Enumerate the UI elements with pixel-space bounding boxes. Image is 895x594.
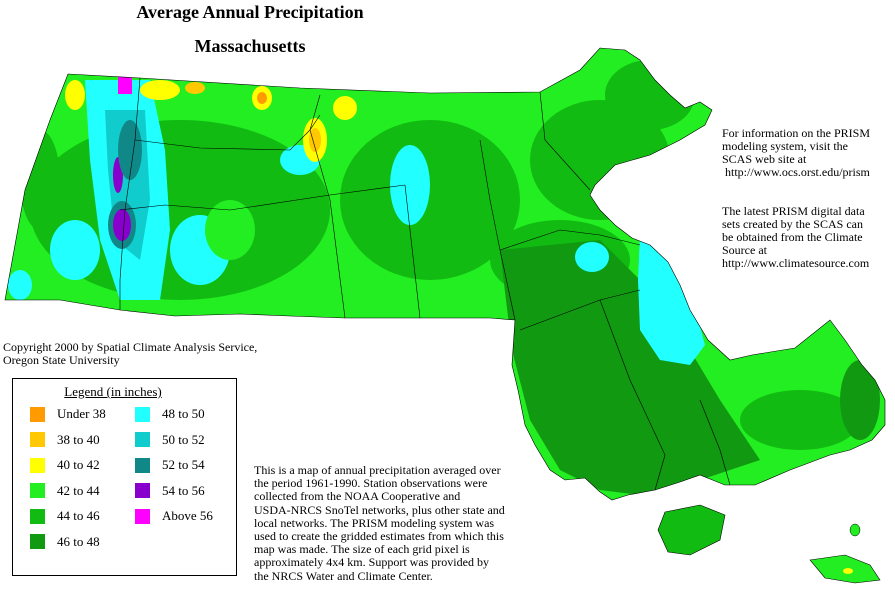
legend-swatch: [30, 432, 45, 447]
description: This is a map of annual precipitation av…: [254, 463, 544, 583]
legend-item: 50 to 52: [135, 432, 205, 448]
legend-swatch: [30, 508, 45, 524]
info-line: The latest PRISM digital data: [722, 204, 865, 218]
legend-label: Above 56: [162, 508, 213, 523]
legend-label: 48 to 50: [162, 406, 205, 421]
legend-item: 38 to 40: [30, 432, 100, 448]
legend-swatch: [135, 406, 150, 422]
info-link: http://www.ocs.orst.edu/prism: [722, 165, 870, 179]
legend-label: 52 to 54: [162, 457, 205, 472]
description-line: the period 1961-1990. Station observatio…: [254, 476, 488, 491]
info-line: For information on the PRISM: [722, 126, 871, 140]
info-prism: For information on the PRISM modeling sy…: [722, 127, 870, 179]
legend-label: 50 to 52: [162, 431, 205, 447]
description-line: the NRCS Water and Climate Center.: [254, 568, 433, 583]
description-line: approximately 4x4 km. Support was provid…: [254, 555, 489, 570]
legend-item: 40 to 42: [30, 457, 100, 473]
legend-swatch: [135, 432, 150, 447]
copyright-line: Oregon State University: [3, 353, 120, 367]
info-link: http://www.climatesource.com: [722, 256, 870, 270]
legend-item: 52 to 54: [135, 457, 205, 473]
info-line: modeling system, visit the: [722, 139, 848, 153]
legend-item: Above 56: [135, 508, 213, 524]
legend-label: Under 38: [57, 406, 106, 421]
legend-swatch: [135, 457, 150, 473]
description-line: This is a map of annual precipitation av…: [254, 463, 501, 477]
legend: Legend (in inches) Under 38 38 to 40 40 to…: [12, 378, 237, 576]
legend-label: 42 to 44: [57, 482, 100, 498]
legend-swatch: [30, 406, 45, 422]
description-line: local networks. The PRISM modeling syste…: [254, 515, 495, 530]
legend-title: Legend (in inches): [64, 384, 162, 399]
page-subtitle: Massachusetts: [194, 36, 306, 56]
legend-item: 42 to 44: [30, 483, 100, 499]
legend-swatch: [30, 534, 45, 549]
description-line: USDA-NRCS SnoTel networks, plus other st…: [254, 502, 505, 517]
legend-swatch: [135, 483, 150, 498]
info-data: The latest PRISM digital data sets creat…: [722, 205, 869, 270]
description-line: collected from the NOAA Cooperative and: [254, 489, 461, 504]
page-title: Average Annual Precipitation: [136, 2, 364, 22]
copyright-line: Copyright 2000 by Spatial Climate Analys…: [3, 340, 258, 354]
info-line: Source at: [722, 243, 767, 257]
legend-swatch: [30, 483, 45, 498]
copyright: Copyright 2000 by Spatial Climate Analys…: [3, 341, 257, 367]
legend-label: 54 to 56: [162, 482, 205, 498]
legend-item: 46 to 48: [30, 534, 100, 550]
info-line: SCAS web site at: [722, 152, 807, 166]
legend-label: 46 to 48: [57, 533, 100, 549]
legend-swatch: [30, 457, 45, 473]
legend-item: Under 38: [30, 406, 106, 422]
description-line: map was made. The size of each grid pixe…: [254, 542, 470, 557]
legend-label: 40 to 42: [57, 457, 100, 472]
legend-swatch: [135, 508, 150, 524]
legend-item: 48 to 50: [135, 406, 205, 422]
legend-item: 44 to 46: [30, 508, 100, 524]
legend-item: 54 to 56: [135, 483, 205, 499]
description-line: used to create the gridded estimates fro…: [254, 529, 504, 544]
county-lines: [119, 77, 731, 491]
islands: [657, 504, 881, 584]
info-line: sets created by the SCAS can: [722, 217, 863, 231]
legend-label: 44 to 46: [57, 508, 100, 523]
legend-label: 38 to 40: [57, 431, 100, 447]
info-line: be obtained from the Climate: [722, 230, 863, 244]
